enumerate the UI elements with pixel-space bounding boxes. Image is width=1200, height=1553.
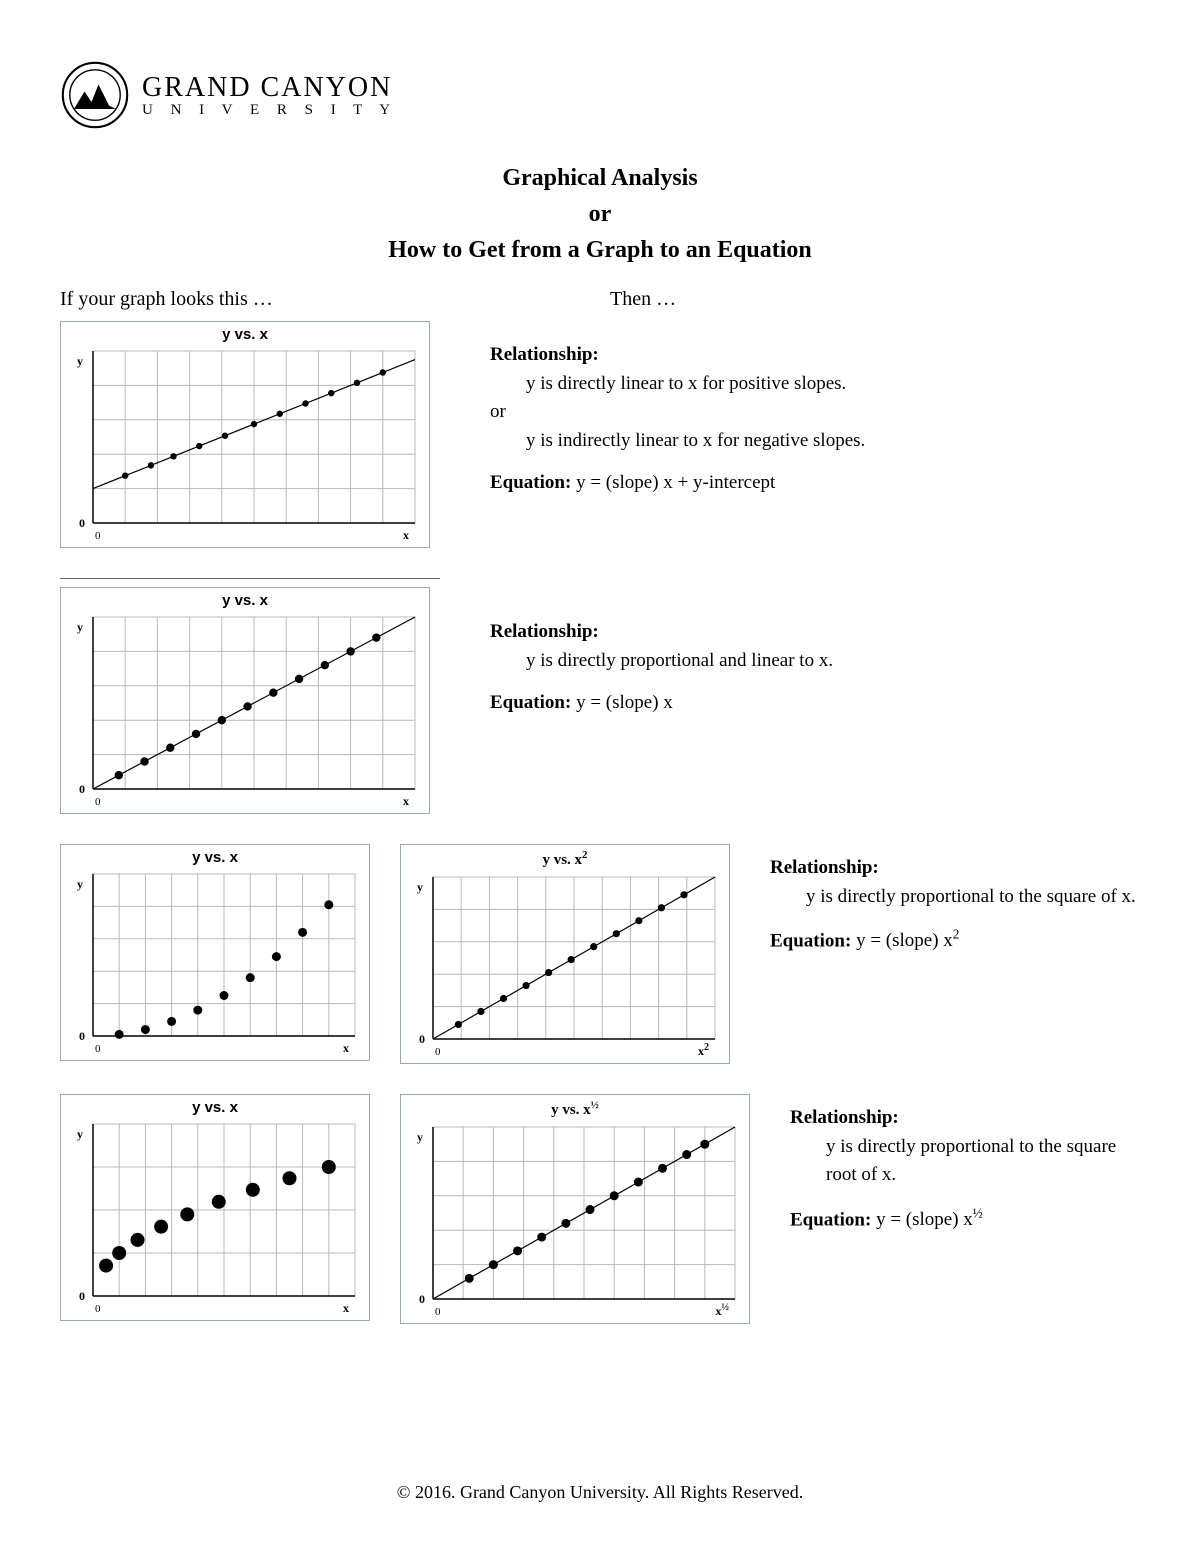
row-sqrt: y vs. xy0x0 y vs. x½y0x½0 Relationship: …	[60, 1094, 1140, 1324]
svg-text:0: 0	[435, 1046, 441, 1058]
right-col-heading: Then …	[590, 288, 1140, 311]
chart-slot-4b: y vs. x½ y 0 x½ 0	[400, 1094, 760, 1324]
eq-text-2: y = (slope) x	[571, 692, 672, 713]
row-linear: y vs. xy0x0 Relationship: y is directly …	[60, 321, 1140, 548]
title-block: Graphical Analysis or How to Get from a …	[60, 160, 1140, 268]
svg-text:x: x	[403, 528, 409, 542]
eq-label: Equation:	[770, 930, 851, 951]
rel-text-1a: y is directly linear to x for positive s…	[526, 370, 1140, 399]
eq-label: Equation:	[490, 472, 571, 493]
svg-text:y: y	[417, 880, 423, 894]
rel-label: Relationship:	[790, 1107, 899, 1128]
columns-header: If your graph looks this … Then …	[60, 288, 1140, 311]
rel-label: Relationship:	[490, 621, 599, 642]
chart-quadratic: y vs. xy0x0	[60, 844, 380, 1061]
chart-slot-2: y vs. xy0x0	[60, 578, 440, 814]
rel-label: Relationship:	[770, 857, 879, 878]
separator	[60, 578, 440, 579]
chart-sqrt: y vs. xy0x0	[60, 1094, 380, 1321]
desc-4: Relationship: y is directly proportional…	[760, 1094, 1140, 1234]
title-line3: How to Get from a Graph to an Equation	[60, 232, 1140, 268]
svg-text:x2: x2	[698, 1042, 709, 1058]
svg-text:0: 0	[79, 1289, 85, 1303]
svg-text:y: y	[77, 1127, 83, 1141]
chart-vs-x-squared: y vs. x2 y 0 x2 0	[400, 844, 740, 1064]
svg-text:0: 0	[419, 1032, 425, 1046]
page: GRAND CANYON U N I V E R S I T Y Graphic…	[0, 0, 1200, 1553]
svg-text:y vs. x2: y vs. x2	[542, 849, 588, 868]
chart-linear-origin: y vs. xy0x0	[60, 587, 440, 814]
svg-text:0: 0	[419, 1292, 425, 1306]
svg-text:y: y	[77, 877, 83, 891]
eq-text-4: y = (slope) x½	[871, 1209, 982, 1230]
title-line1: Graphical Analysis	[60, 160, 1140, 196]
rel-text-1b: y is indirectly linear to x for negative…	[526, 427, 1140, 456]
left-col-heading: If your graph looks this …	[60, 288, 590, 311]
svg-text:0: 0	[79, 782, 85, 796]
svg-text:0: 0	[79, 1029, 85, 1043]
rel-label: Relationship:	[490, 344, 599, 365]
row-square: y vs. xy0x0 y vs. x2y0x20 Relationship: …	[60, 844, 1140, 1064]
svg-text:0: 0	[95, 796, 101, 808]
eq-text-1: y = (slope) x + y-intercept	[571, 472, 775, 493]
svg-text:y vs. x½: y vs. x½	[551, 1099, 599, 1118]
brand-line1: GRAND CANYON	[142, 72, 397, 104]
chart-vs-x-half: y vs. x½ y 0 x½ 0	[400, 1094, 760, 1324]
rel-text-2: y is directly proportional and linear to…	[526, 647, 1140, 676]
eq-text-3: y = (slope) x2	[851, 930, 959, 951]
footer-copyright: © 2016. Grand Canyon University. All Rig…	[0, 1482, 1200, 1503]
desc-1: Relationship: y is directly linear to x …	[440, 321, 1140, 498]
rel-text-4: y is directly proportional to the square…	[826, 1133, 1140, 1190]
chart-slot-4a: y vs. xy0x0	[60, 1094, 380, 1321]
university-seal-icon	[60, 60, 130, 130]
desc-3: Relationship: y is directly proportional…	[740, 844, 1140, 956]
svg-text:x½: x½	[716, 1302, 730, 1318]
svg-text:0: 0	[95, 1043, 101, 1055]
svg-text:x: x	[343, 1041, 349, 1055]
svg-text:y: y	[77, 354, 83, 368]
svg-text:x: x	[403, 794, 409, 808]
chart-slot-3b: y vs. x2 y 0 x2 0	[400, 844, 740, 1064]
svg-text:0: 0	[95, 530, 101, 542]
chart-linear-intercept: y vs. xy0x0	[60, 321, 440, 548]
svg-text:y: y	[77, 620, 83, 634]
title-line2: or	[60, 196, 1140, 232]
svg-text:0: 0	[95, 1303, 101, 1315]
desc-2: Relationship: y is directly proportional…	[440, 578, 1140, 718]
rel-or: or	[490, 398, 1140, 427]
brand-line2: U N I V E R S I T Y	[142, 102, 397, 119]
brand-text: GRAND CANYON U N I V E R S I T Y	[142, 72, 397, 119]
rel-text-3: y is directly proportional to the square…	[806, 883, 1140, 912]
eq-label: Equation:	[490, 692, 571, 713]
svg-text:0: 0	[79, 516, 85, 530]
svg-text:0: 0	[435, 1306, 441, 1318]
svg-text:y: y	[417, 1130, 423, 1144]
svg-text:x: x	[343, 1301, 349, 1315]
eq-label: Equation:	[790, 1209, 871, 1230]
brand-header: GRAND CANYON U N I V E R S I T Y	[60, 60, 1140, 130]
chart-slot-1: y vs. xy0x0	[60, 321, 440, 548]
row-proportional: y vs. xy0x0 Relationship: y is directly …	[60, 578, 1140, 814]
chart-slot-3a: y vs. xy0x0	[60, 844, 380, 1061]
